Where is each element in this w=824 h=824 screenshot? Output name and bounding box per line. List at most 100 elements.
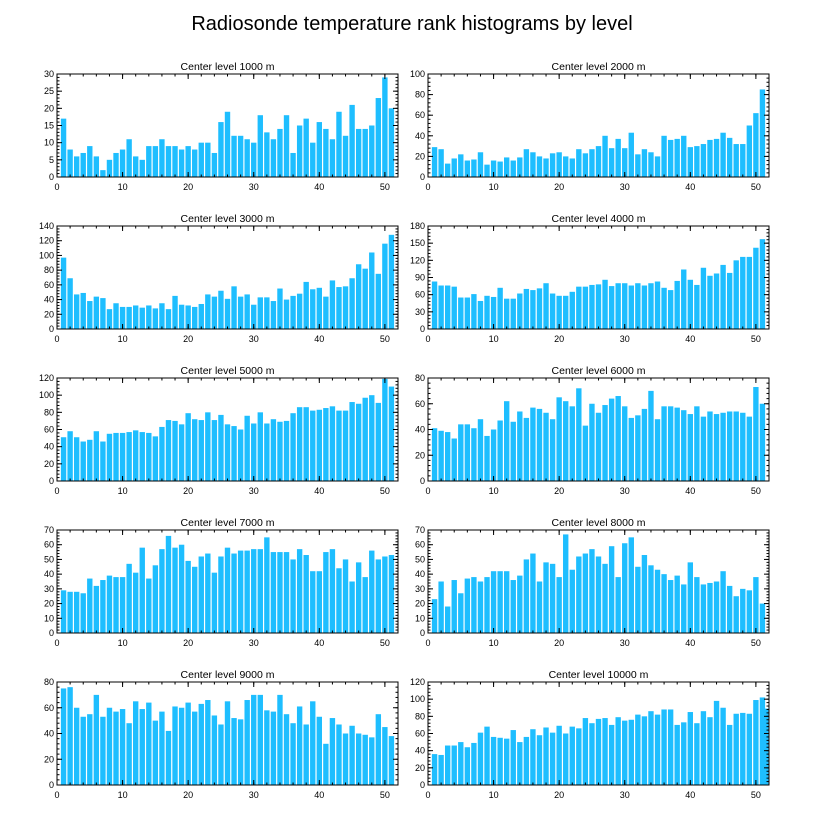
bar xyxy=(667,709,674,785)
bar xyxy=(451,745,457,785)
bar xyxy=(316,287,322,329)
bar xyxy=(484,164,490,177)
figure-title: Radiosonde temperature rank histograms b… xyxy=(191,13,632,35)
bar xyxy=(641,555,648,633)
bar xyxy=(323,552,329,633)
bar xyxy=(283,299,290,329)
y-tick-label: 30 xyxy=(44,584,54,594)
bar xyxy=(543,283,549,329)
bar xyxy=(654,281,661,329)
bar xyxy=(720,132,726,177)
y-tick-label: 40 xyxy=(415,131,425,141)
y-tick-label: 60 xyxy=(415,729,425,739)
bar xyxy=(283,552,290,633)
bar xyxy=(759,239,766,329)
bar xyxy=(316,716,322,785)
bar xyxy=(283,115,290,177)
x-tick-label: 40 xyxy=(685,486,695,496)
bar xyxy=(80,441,86,481)
bar xyxy=(740,712,746,785)
bar xyxy=(753,577,759,633)
bar xyxy=(517,293,523,329)
bar xyxy=(296,706,303,785)
x-tick-label: 40 xyxy=(685,334,695,344)
bar xyxy=(464,578,471,633)
bar xyxy=(628,719,634,785)
bar xyxy=(198,703,204,785)
bar xyxy=(628,285,634,329)
y-tick-label: 20 xyxy=(44,103,54,113)
bar xyxy=(582,553,589,633)
bar xyxy=(444,432,451,481)
bar xyxy=(244,139,250,177)
bar xyxy=(106,433,113,481)
bar xyxy=(224,298,231,329)
bar xyxy=(726,585,733,633)
bar xyxy=(563,295,569,329)
x-tick-label: 40 xyxy=(314,334,324,344)
panel-title: Center level 3000 m xyxy=(181,213,275,225)
bar xyxy=(740,144,746,177)
bar xyxy=(388,108,395,177)
bar xyxy=(355,264,362,329)
x-tick-label: 40 xyxy=(314,486,324,496)
x-tick-label: 10 xyxy=(489,790,499,800)
bar xyxy=(316,409,322,481)
bar xyxy=(159,426,165,481)
bar xyxy=(726,272,733,329)
bar xyxy=(510,160,516,177)
bar xyxy=(713,138,720,177)
x-tick-label: 0 xyxy=(425,182,430,192)
bar xyxy=(687,147,693,177)
x-tick-label: 10 xyxy=(118,790,128,800)
bar xyxy=(497,571,503,633)
histogram-panel: Center level 9000 m 0 20 40 60 80 0 10 20 30 40 50 xyxy=(44,669,399,800)
bar xyxy=(648,152,654,177)
bar xyxy=(192,711,198,785)
bar xyxy=(667,406,674,481)
bar xyxy=(113,152,119,177)
x-tick-label: 0 xyxy=(425,638,430,648)
bar xyxy=(504,401,510,481)
bar xyxy=(382,727,388,785)
bar xyxy=(152,720,159,786)
bar xyxy=(569,158,575,177)
bar xyxy=(497,737,503,785)
bar xyxy=(602,405,608,481)
bar xyxy=(517,157,523,177)
bar xyxy=(602,279,608,329)
bar xyxy=(477,732,484,785)
bar xyxy=(536,581,543,633)
bar xyxy=(726,137,733,177)
bar xyxy=(556,152,562,177)
bar xyxy=(198,556,204,633)
bar xyxy=(707,411,713,481)
bar xyxy=(681,584,687,633)
bar xyxy=(296,293,303,329)
bar xyxy=(641,285,648,329)
x-tick-label: 20 xyxy=(554,790,564,800)
bar xyxy=(661,406,667,481)
bar xyxy=(451,158,457,177)
bar xyxy=(133,305,139,329)
bar xyxy=(146,702,152,785)
bar xyxy=(530,152,536,177)
bar xyxy=(700,711,707,785)
histogram-panel: Center level 8000 m 0 10 20 30 40 50 60 70 0 10 20 3… xyxy=(415,517,770,648)
y-tick-label: 20 xyxy=(415,763,425,773)
y-tick-label: 40 xyxy=(415,569,425,579)
bar xyxy=(635,154,641,177)
bar xyxy=(536,288,543,329)
bar xyxy=(674,575,680,633)
y-tick-label: 60 xyxy=(44,703,54,713)
bar xyxy=(661,574,667,633)
bar xyxy=(244,415,250,481)
bar xyxy=(523,417,530,481)
x-tick-label: 20 xyxy=(183,486,193,496)
bar xyxy=(198,142,204,177)
bar xyxy=(713,414,720,481)
bar xyxy=(100,441,106,481)
y-tick-label: 80 xyxy=(44,265,54,275)
bar xyxy=(290,559,296,633)
x-tick-label: 30 xyxy=(249,486,259,496)
